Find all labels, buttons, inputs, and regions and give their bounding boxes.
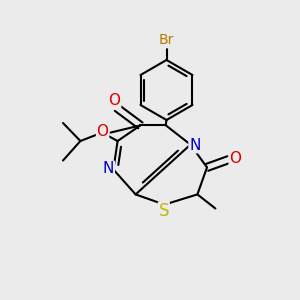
Text: S: S <box>159 202 169 220</box>
Text: Br: Br <box>159 34 174 47</box>
Text: O: O <box>229 151 241 166</box>
Text: N: N <box>189 138 200 153</box>
Text: O: O <box>109 93 121 108</box>
Text: O: O <box>97 124 109 139</box>
Text: N: N <box>103 161 114 176</box>
